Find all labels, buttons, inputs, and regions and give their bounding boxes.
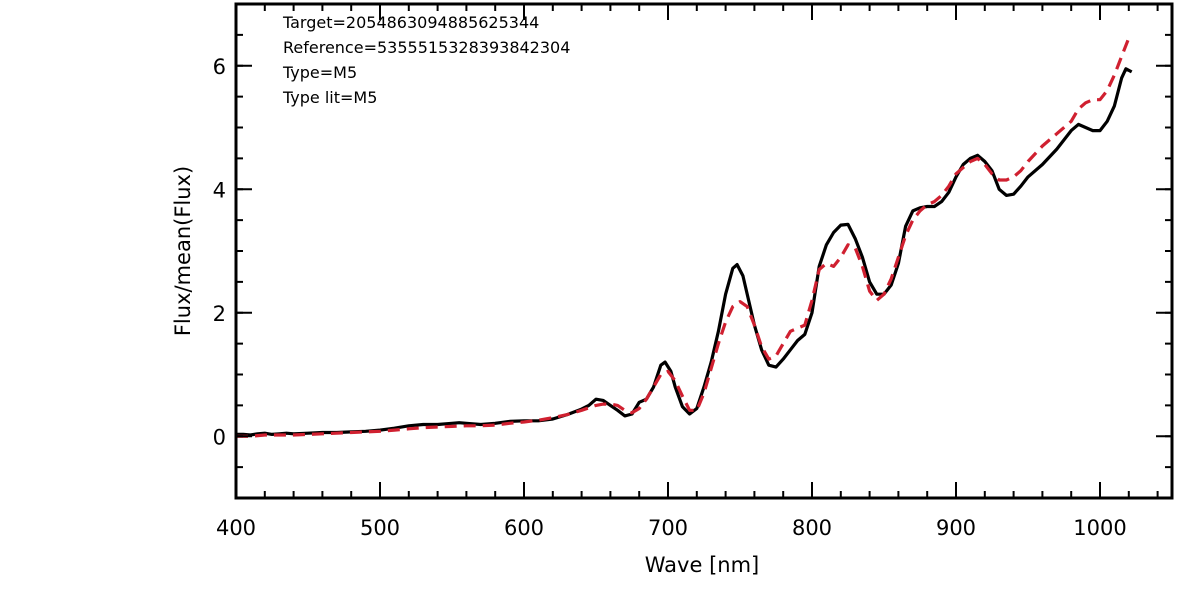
x-tick-label: 800 [792, 516, 832, 540]
y-axis-title: Flux/mean(Flux) [171, 166, 195, 336]
ticks-layer: 400 500 600 700 800 900 1000 0 2 4 6 [213, 3, 1172, 540]
x-tick-label: 500 [360, 516, 400, 540]
reference-spectrum-line [236, 37, 1131, 438]
x-tick-label: 900 [936, 516, 976, 540]
annotation-text: Target=2054863094885625344 [282, 13, 539, 32]
series-layer [236, 37, 1133, 438]
annotation-text: Reference=5355515328393842304 [283, 38, 570, 57]
x-tick-label: 600 [504, 516, 544, 540]
y-tick-label: 6 [213, 55, 226, 79]
y-tick-label: 4 [213, 178, 226, 202]
x-tick-label: 400 [216, 516, 256, 540]
x-tick-label: 1000 [1073, 516, 1126, 540]
annotation-text: Type lit=M5 [282, 88, 377, 107]
annotation-text: Type=M5 [282, 63, 357, 82]
annotation-layer: Target=2054863094885625344 Reference=5355… [282, 13, 570, 107]
x-tick-label: 700 [648, 516, 688, 540]
target-spectrum-line [236, 67, 1133, 437]
plot-frame [234, 2, 1174, 500]
x-axis-title: Wave [nm] [645, 553, 759, 577]
y-tick-label: 0 [213, 425, 226, 449]
y-tick-label: 2 [213, 302, 226, 326]
